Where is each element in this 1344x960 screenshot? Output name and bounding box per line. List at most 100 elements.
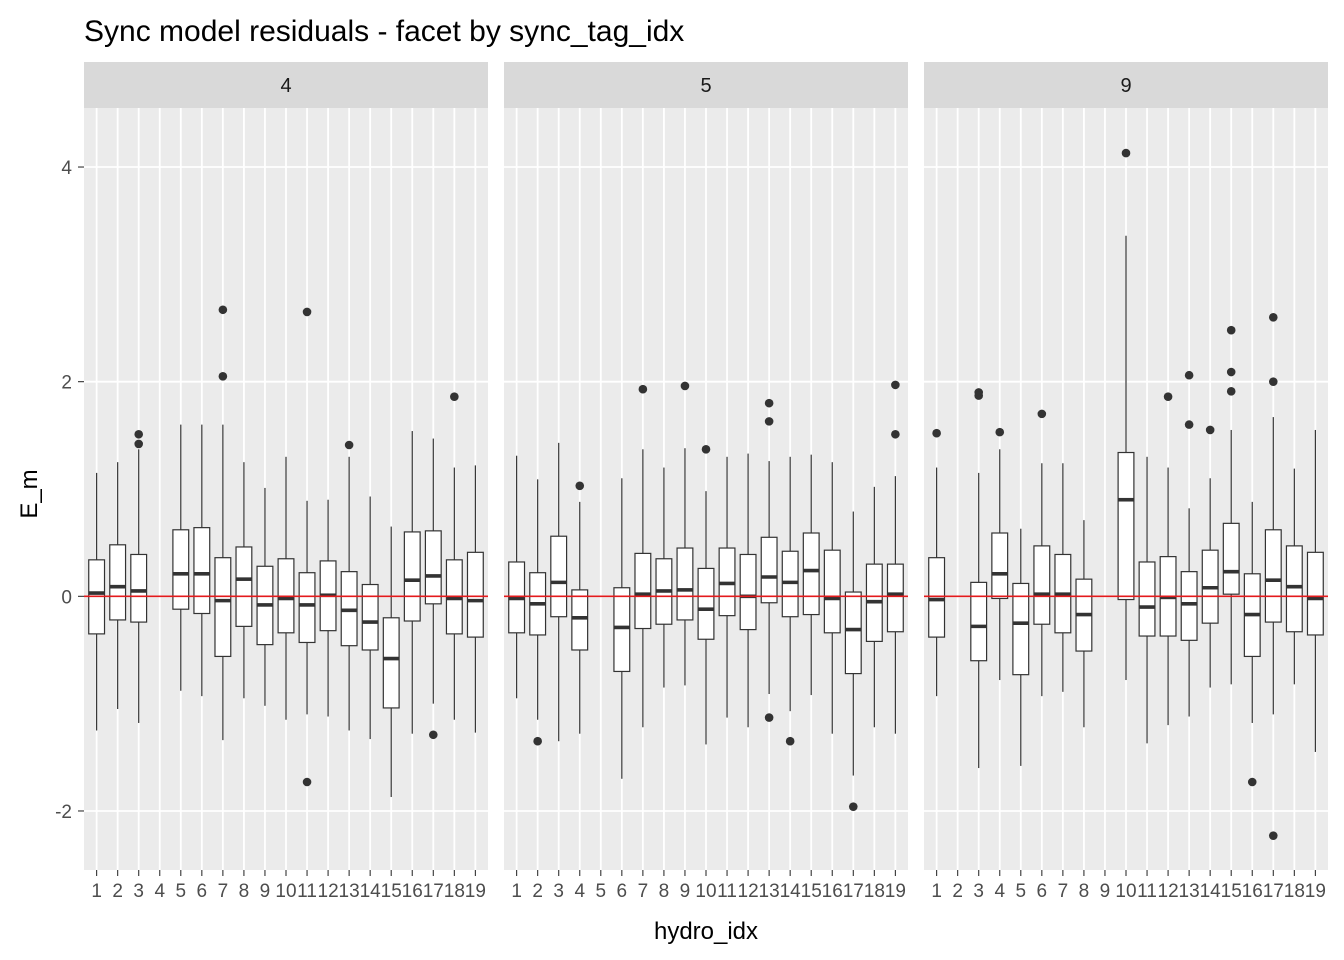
x-tick-label: 15 — [1221, 881, 1242, 902]
x-tick-label: 3 — [973, 881, 984, 902]
outlier-point — [134, 439, 144, 449]
outlier-point — [680, 381, 690, 391]
box-iqr — [466, 551, 484, 638]
x-tick-label: 7 — [218, 881, 229, 902]
box-5-14 — [781, 456, 799, 746]
x-tick-label: 17 — [843, 881, 864, 902]
x-tick-label: 5 — [176, 881, 187, 902]
box-9-7 — [1054, 463, 1072, 692]
box-iqr — [802, 532, 820, 616]
x-tick-label: 6 — [617, 881, 628, 902]
x-tick-label: 1 — [91, 881, 102, 902]
outlier-point — [974, 391, 984, 400]
x-tick-label: 9 — [680, 881, 691, 902]
box-9-8 — [1075, 520, 1093, 728]
facet-strip-label: 4 — [280, 75, 291, 97]
box-iqr — [634, 552, 652, 630]
box-5-9 — [676, 381, 694, 686]
box-iqr — [676, 547, 694, 621]
x-tick-label: 15 — [801, 881, 822, 902]
x-tick-label: 2 — [952, 881, 963, 902]
x-tick-label: 16 — [402, 881, 423, 902]
outlier-point — [134, 429, 144, 439]
y-tick-label: -2 — [55, 802, 72, 823]
facet-strip — [84, 62, 488, 108]
box-iqr — [886, 563, 904, 633]
x-tick-label: 17 — [423, 881, 444, 902]
x-tick-label: 5 — [1016, 881, 1027, 902]
facet-panel-5: 51 2 3 4 5 6 7 8 9 10 11 12 13 14 15 16 17 18 19 — [504, 62, 908, 902]
facet-strip-label: 9 — [1120, 75, 1131, 97]
outlier-point — [302, 777, 312, 787]
box-iqr — [298, 572, 316, 644]
box-iqr — [970, 581, 988, 662]
box-9-3 — [970, 388, 988, 769]
outlier-point — [701, 444, 711, 454]
outlier-point — [218, 305, 228, 315]
outlier-point — [848, 802, 858, 811]
x-tick-label: 16 — [1242, 881, 1263, 902]
x-tick-label: 3 — [553, 881, 564, 902]
box-5-13 — [760, 398, 778, 722]
x-tick-label: 1 — [931, 881, 942, 902]
box-iqr — [550, 535, 568, 618]
box-iqr — [697, 567, 715, 640]
x-tick-label: 12 — [738, 881, 759, 902]
outlier-point — [1226, 367, 1236, 377]
outlier-point — [932, 428, 941, 438]
box-4-15 — [382, 526, 400, 798]
outlier-point — [1163, 392, 1173, 402]
x-tick-label: 10 — [1115, 881, 1136, 902]
box-4-11 — [298, 307, 316, 787]
box-9-18 — [1285, 468, 1303, 685]
box-9-19 — [1306, 429, 1324, 752]
box-iqr — [172, 529, 190, 610]
facet-strip — [504, 62, 908, 108]
box-5-15 — [802, 454, 820, 696]
box-5-19 — [886, 380, 904, 734]
outlier-point — [891, 380, 900, 390]
outlier-point — [764, 713, 774, 722]
box-9-17 — [1264, 312, 1282, 840]
x-tick-label: 9 — [1100, 881, 1111, 902]
box-iqr — [403, 531, 421, 622]
x-tick-label: 17 — [1263, 881, 1284, 902]
box-4-8 — [235, 462, 253, 699]
x-tick-label: 14 — [1200, 881, 1222, 902]
outlier-point — [764, 417, 774, 426]
box-iqr — [1117, 451, 1135, 601]
outlier-point — [344, 440, 354, 450]
x-tick-label: 12 — [1158, 881, 1179, 902]
x-tick-label: 14 — [780, 881, 802, 902]
box-iqr — [760, 536, 778, 604]
x-tick-label: 4 — [994, 881, 1005, 902]
y-tick-label: 4 — [61, 158, 72, 179]
box-iqr — [991, 532, 1009, 600]
outlier-point — [995, 427, 1005, 437]
box-4-17 — [424, 438, 442, 740]
outlier-point — [764, 398, 774, 408]
outlier-point — [1121, 148, 1131, 158]
x-tick-label: 7 — [1058, 881, 1069, 902]
outlier-point — [1247, 777, 1257, 787]
box-5-11 — [718, 456, 736, 718]
box-iqr — [1264, 529, 1282, 623]
x-tick-label: 6 — [197, 881, 208, 902]
box-5-6 — [613, 478, 631, 779]
x-tick-label: 6 — [1037, 881, 1048, 902]
box-9-15 — [1222, 325, 1240, 685]
outlier-point — [638, 384, 648, 394]
outlier-point — [1037, 409, 1047, 419]
box-4-14 — [361, 496, 379, 740]
box-4-6 — [193, 424, 211, 697]
facet-strip-label: 5 — [700, 75, 711, 97]
x-tick-label: 8 — [239, 881, 250, 902]
box-9-10 — [1117, 148, 1135, 681]
box-4-9 — [256, 487, 274, 706]
outlier-point — [1226, 387, 1236, 396]
box-4-3 — [130, 429, 148, 723]
box-iqr — [571, 589, 589, 651]
x-tick-label: 13 — [339, 881, 360, 902]
